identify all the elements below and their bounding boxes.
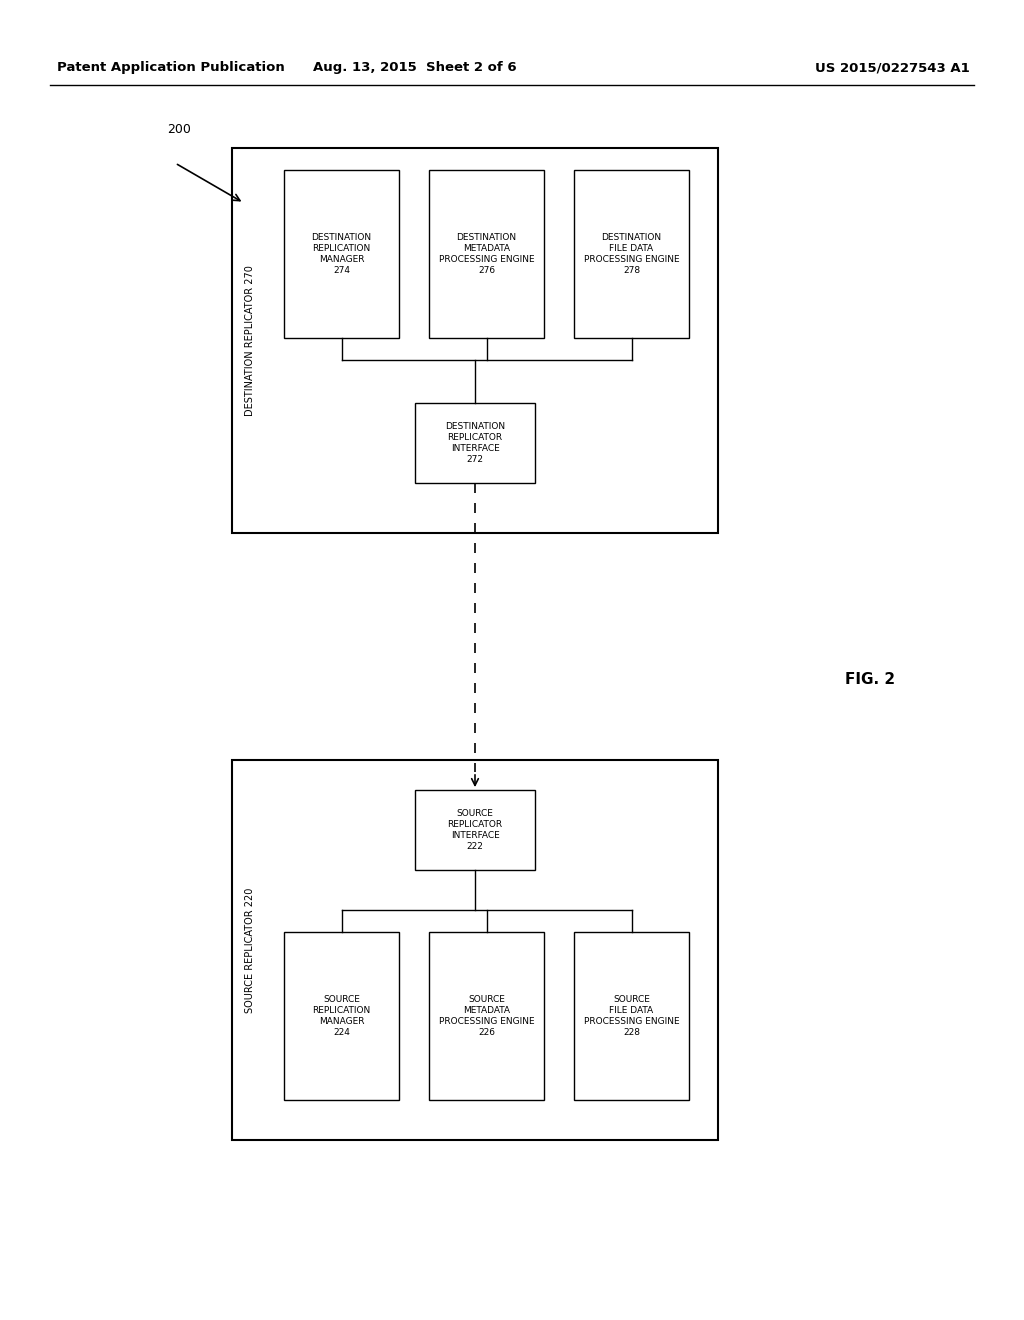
Bar — [574, 932, 689, 1100]
Text: 200: 200 — [167, 123, 190, 136]
Text: FIG. 2: FIG. 2 — [845, 672, 895, 688]
Bar — [232, 760, 718, 1140]
Text: Patent Application Publication: Patent Application Publication — [57, 62, 285, 74]
Text: SOURCE
FILE DATA
PROCESSING ENGINE
228: SOURCE FILE DATA PROCESSING ENGINE 228 — [584, 995, 679, 1038]
Bar — [232, 148, 718, 533]
Text: Aug. 13, 2015  Sheet 2 of 6: Aug. 13, 2015 Sheet 2 of 6 — [313, 62, 517, 74]
Bar — [429, 932, 544, 1100]
Text: DESTINATION REPLICATOR 270: DESTINATION REPLICATOR 270 — [245, 265, 255, 416]
Text: SOURCE
METADATA
PROCESSING ENGINE
226: SOURCE METADATA PROCESSING ENGINE 226 — [438, 995, 535, 1038]
Text: SOURCE REPLICATOR 220: SOURCE REPLICATOR 220 — [245, 887, 255, 1012]
Bar — [415, 403, 535, 483]
Bar — [284, 170, 399, 338]
Bar — [574, 170, 689, 338]
Text: DESTINATION
REPLICATION
MANAGER
274: DESTINATION REPLICATION MANAGER 274 — [311, 232, 372, 275]
Bar — [415, 789, 535, 870]
Text: SOURCE
REPLICATION
MANAGER
224: SOURCE REPLICATION MANAGER 224 — [312, 995, 371, 1038]
Text: SOURCE
REPLICATOR
INTERFACE
222: SOURCE REPLICATOR INTERFACE 222 — [447, 809, 503, 851]
Text: US 2015/0227543 A1: US 2015/0227543 A1 — [815, 62, 970, 74]
Text: DESTINATION
METADATA
PROCESSING ENGINE
276: DESTINATION METADATA PROCESSING ENGINE 2… — [438, 232, 535, 275]
Text: DESTINATION
FILE DATA
PROCESSING ENGINE
278: DESTINATION FILE DATA PROCESSING ENGINE … — [584, 232, 679, 275]
Bar — [429, 170, 544, 338]
Bar — [284, 932, 399, 1100]
Text: DESTINATION
REPLICATOR
INTERFACE
272: DESTINATION REPLICATOR INTERFACE 272 — [445, 422, 505, 465]
